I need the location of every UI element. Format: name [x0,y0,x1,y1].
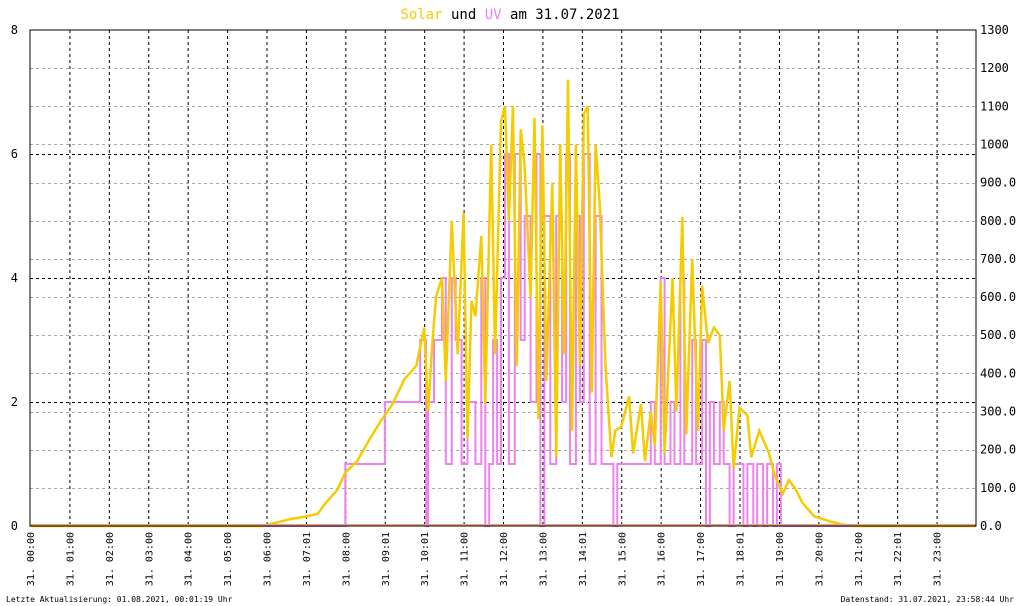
y-left-tick-label: 6 [11,147,18,161]
x-tick-label: 31. 02:00 [105,532,116,586]
y-right-tick-label: 600.0 [980,290,1016,304]
footer-data-status: Datenstand: 31.07.2021, 23:58:44 Uhr [840,595,1014,604]
x-tick-label: 31. 01:00 [65,532,76,586]
svg-text:Solar und: Solar und UV am 31.07.2021 [400,7,619,23]
x-tick-label: 31. 10:01 [420,532,431,586]
x-tick-label: 31. 22:01 [893,532,904,586]
y-right-tick-label: 100.0 [980,481,1016,495]
x-tick-label: 31. 13:00 [538,532,549,586]
x-tick-label: 31. 07:01 [302,532,313,586]
title-solar: Solar [400,7,442,23]
x-tick-label: 31. 05:00 [223,532,234,586]
y-right-tick-label: 300.0 [980,405,1016,419]
x-tick-label: 31. 08:00 [341,532,352,586]
footer-last-update: Letzte Aktualisierung: 01.08.2021, 00:01… [6,595,233,604]
y-right-tick-label: 200.0 [980,443,1016,457]
x-tick-label: 31. 16:00 [657,532,668,586]
x-tick-label: 31. 18:01 [736,532,747,586]
title-date: am 31.07.2021 [510,7,620,23]
y-right-tick-label: 700.0 [980,252,1016,266]
x-tick-label: 31. 23:00 [933,532,944,586]
y-right-tick-label: 400.0 [980,366,1016,380]
x-tick-label: 31. 21:00 [854,532,865,586]
x-tick-label: 31. 12:00 [499,532,510,586]
series-line-solar [30,79,976,528]
x-tick-label: 31. 17:00 [696,532,707,586]
x-tick-label: 31. 20:00 [814,532,825,586]
x-tick-label: 31. 00:00 [26,532,37,586]
chart-title: Solar und UV am 31.07.2021 [400,7,619,23]
y-left-tick-label: 0 [11,519,18,533]
y-right-tick-label: 1200 [980,61,1009,75]
y-right-tick-label: 1300 [980,23,1009,37]
y-left-tick-label: 4 [11,271,18,285]
y-right-tick-label: 1100 [980,99,1009,113]
y-right-tick-label: 500.0 [980,328,1016,342]
y-right-tick-label: 900.0 [980,176,1016,190]
x-tick-label: 31. 04:00 [184,532,195,586]
x-tick-label: 31. 11:00 [460,532,471,586]
x-tick-label: 31. 09:01 [381,532,392,586]
x-tick-label: 31. 03:00 [144,532,155,586]
y-right-tick-label: 0.0 [980,519,1002,533]
title-uv: UV [485,7,502,23]
x-tick-label: 31. 06:00 [263,532,274,586]
y-right-tick-label: 800.0 [980,214,1016,228]
y-left-tick-label: 2 [11,395,18,409]
x-tick-label: 31. 15:00 [617,532,628,586]
y-left-tick-label: 8 [11,23,18,37]
x-tick-label: 31. 14:01 [578,532,589,586]
x-tick-label: 31. 19:00 [775,532,786,586]
y-right-tick-label: 1000 [980,137,1009,151]
title-und: und [451,7,476,23]
plot-frame [29,29,977,527]
